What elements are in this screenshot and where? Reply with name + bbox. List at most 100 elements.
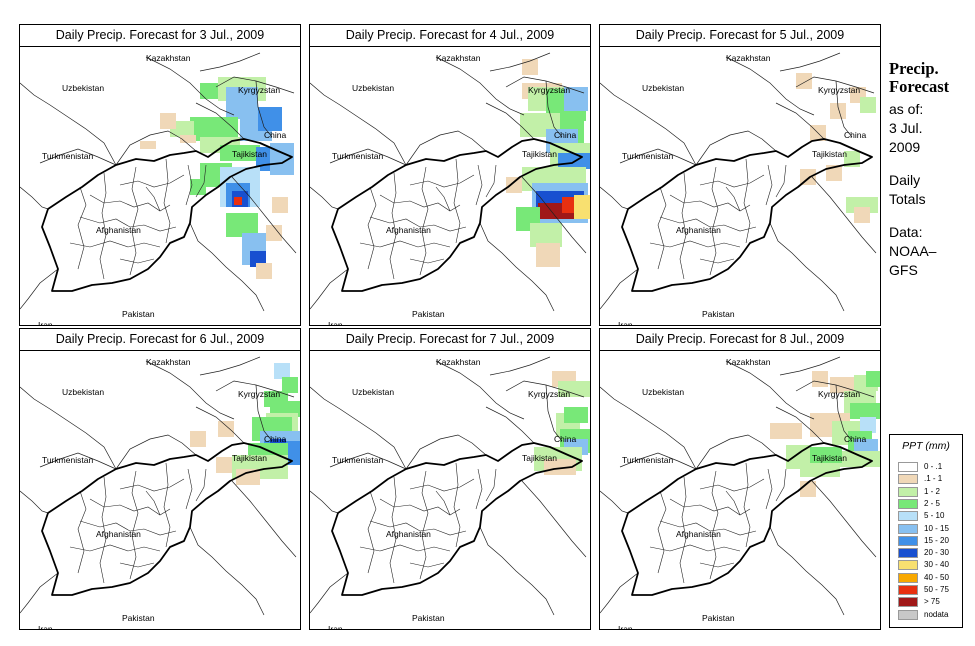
precip-cell xyxy=(854,439,862,447)
map-label-pakistan: Pakistan xyxy=(702,309,735,319)
province-border xyxy=(99,476,107,584)
map-label-china: China xyxy=(554,130,576,140)
legend-swatch xyxy=(898,523,918,534)
precip-cell xyxy=(874,379,880,387)
precip-cell xyxy=(198,117,206,125)
precip-cell xyxy=(572,87,580,95)
precip-cell xyxy=(148,141,156,149)
map-label-kazakhstan: Kazakhstan xyxy=(436,53,481,63)
map-label-uzbekistan: Uzbekistan xyxy=(642,387,684,397)
precip-legend: PPT (mm) 0 - .1 .1 - 1 1 - 2 2 - 5 5 - 10 10 … xyxy=(889,434,963,628)
precip-cell xyxy=(850,95,858,103)
country-border xyxy=(20,386,117,470)
precip-cell xyxy=(532,215,540,223)
country-border xyxy=(485,102,535,140)
side-title-line1: Precip. xyxy=(889,59,939,78)
country-border xyxy=(779,356,841,376)
country-border xyxy=(199,52,261,72)
precip-cell xyxy=(570,129,578,137)
province-border xyxy=(129,470,139,580)
legend-swatch xyxy=(898,498,918,509)
legend-label: 40 - 50 xyxy=(924,572,949,582)
precip-cell xyxy=(560,371,568,379)
precip-cell xyxy=(542,447,550,455)
country-border xyxy=(775,406,825,444)
province-border xyxy=(435,186,451,212)
precip-cell xyxy=(228,145,236,153)
province-border xyxy=(409,562,445,568)
precip-cell xyxy=(810,447,818,455)
precip-cell xyxy=(816,469,824,477)
legend-label: 20 - 30 xyxy=(924,548,949,558)
map-jul5: Kazakhstan Uzbekistan Kyrgyzstan China Turkm… xyxy=(600,52,878,325)
precip-cell xyxy=(546,89,554,97)
precip-cell xyxy=(200,137,208,145)
precip-cell xyxy=(264,471,272,479)
precip-cell xyxy=(554,105,562,113)
precip-cell xyxy=(216,137,224,145)
map-label-turkmenistan: Turkmenistan xyxy=(332,151,383,161)
precip-cell xyxy=(560,119,568,127)
precip-cell xyxy=(258,241,266,249)
precip-cell xyxy=(552,251,560,259)
map-label-kazakhstan: Kazakhstan xyxy=(726,53,771,63)
precip-cell xyxy=(556,421,564,429)
precip-cell xyxy=(580,407,588,415)
country-border xyxy=(310,268,349,310)
precip-cell xyxy=(522,67,530,75)
legend-swatch xyxy=(898,585,918,595)
province-border xyxy=(679,476,687,584)
precip-cell xyxy=(576,135,584,143)
country-border xyxy=(435,56,525,116)
precip-cell xyxy=(860,417,868,425)
precip-cell xyxy=(268,431,276,439)
precip-cell xyxy=(560,429,568,437)
precip-cell xyxy=(562,167,570,175)
province-border xyxy=(775,164,787,198)
precip-cell xyxy=(226,221,234,229)
precip-cell xyxy=(846,205,854,213)
precip-cell xyxy=(190,431,198,439)
precip-cell xyxy=(222,117,230,125)
precip-cell xyxy=(572,183,580,191)
precip-cell xyxy=(532,207,540,215)
precip-cell xyxy=(568,467,576,475)
map-label-kyrgyzstan: Kyrgyzstan xyxy=(818,389,860,399)
precip-cell xyxy=(286,401,294,409)
precip-cell xyxy=(874,403,880,411)
precip-cell xyxy=(226,77,234,85)
totals-line2: Totals xyxy=(889,191,926,207)
precip-cell xyxy=(286,159,294,167)
precip-cell xyxy=(242,95,250,103)
precip-cell xyxy=(856,431,864,439)
precip-cell xyxy=(582,389,590,397)
country-border xyxy=(39,452,117,470)
precip-cell xyxy=(188,135,196,143)
precip-cell xyxy=(578,113,586,121)
precip-cell xyxy=(226,191,234,199)
precip-cell xyxy=(234,95,242,103)
precip-cell xyxy=(552,459,560,467)
country-border xyxy=(199,356,261,376)
precip-cell xyxy=(818,455,826,463)
precip-cell xyxy=(240,117,248,125)
precip-cell xyxy=(260,417,268,425)
precip-cell xyxy=(778,431,786,439)
precip-cell xyxy=(226,103,234,111)
precip-cell xyxy=(576,127,584,135)
precip-cell xyxy=(276,431,284,439)
precip-cell xyxy=(266,123,274,131)
precip-cell xyxy=(296,441,300,449)
precip-cell xyxy=(574,153,582,161)
precip-cell xyxy=(562,129,570,137)
precip-cell xyxy=(574,389,582,397)
precip-cell xyxy=(560,191,568,199)
side-title-line2: Forecast xyxy=(889,77,950,96)
precip-cell xyxy=(786,431,794,439)
province-border xyxy=(657,490,667,574)
precip-cell xyxy=(280,471,288,479)
precip-cell xyxy=(256,271,264,279)
precip-cell xyxy=(258,85,266,93)
precip-cell xyxy=(536,243,544,251)
precip-cell xyxy=(868,97,876,105)
